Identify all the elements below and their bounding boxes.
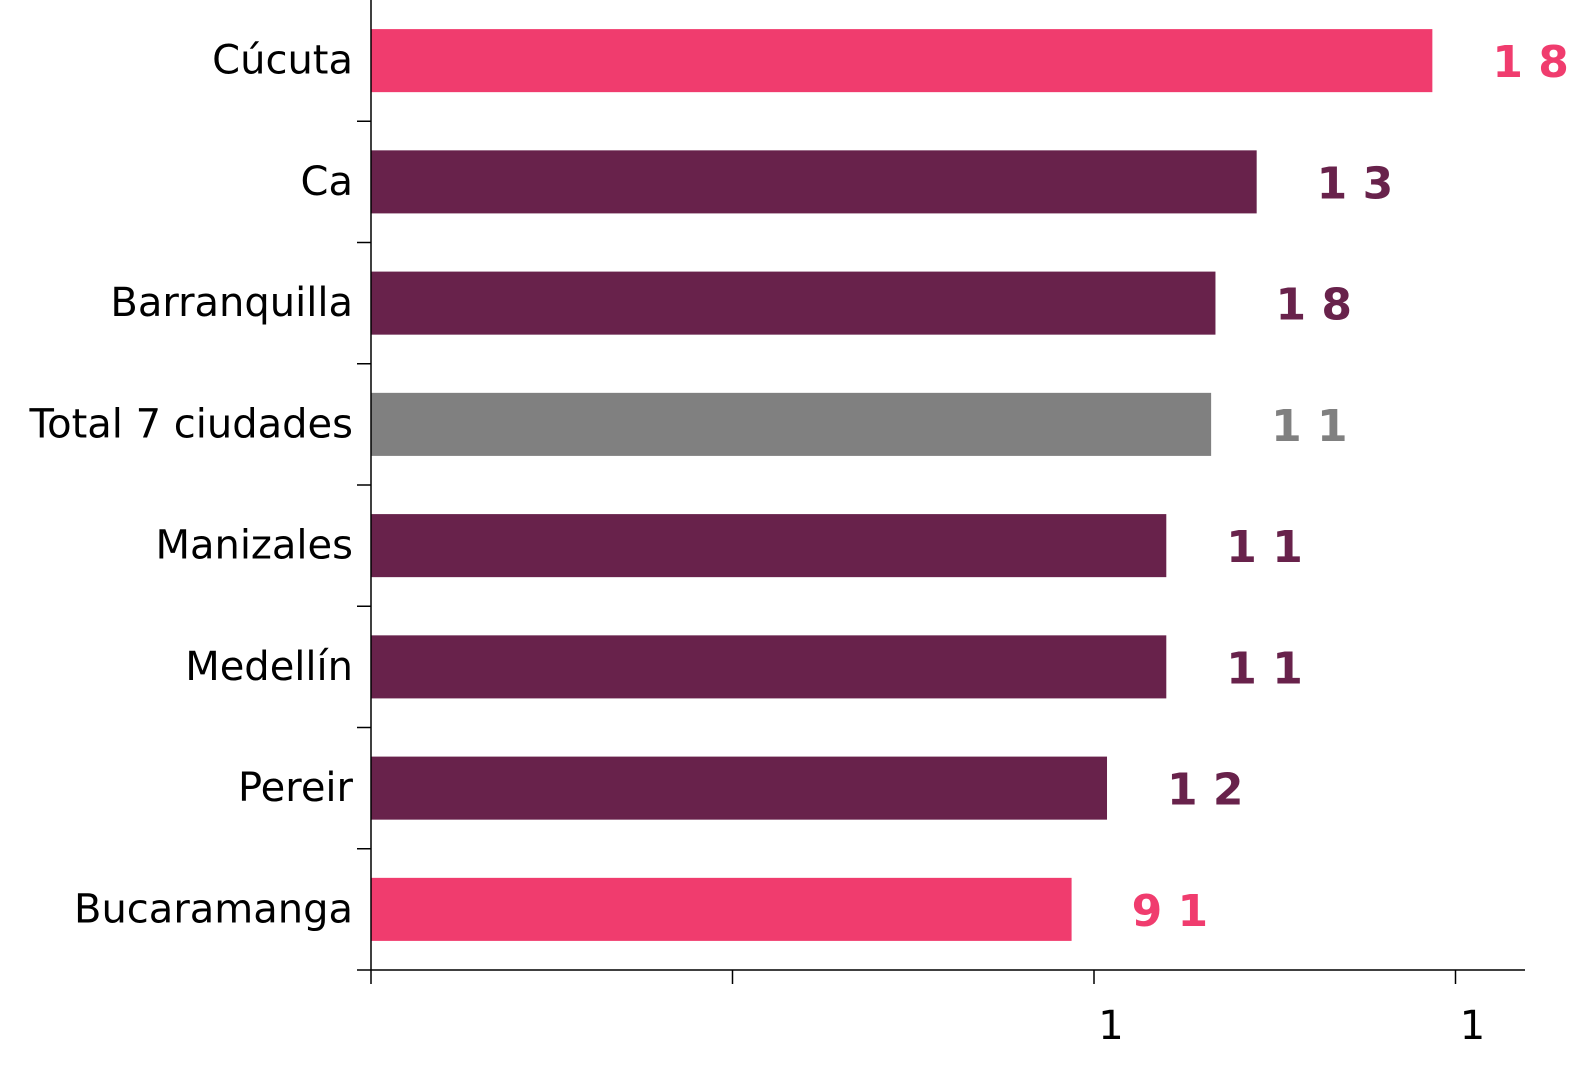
data-label: 1 8 — [1492, 37, 1569, 88]
data-label: 9 1 — [1132, 886, 1209, 937]
data-label: 1 1 — [1226, 643, 1303, 694]
category-label: Manizales — [155, 523, 353, 569]
bar — [371, 514, 1167, 578]
category-label: Bucaramanga — [74, 886, 353, 932]
bar — [371, 635, 1167, 699]
category-label: Medellín — [185, 644, 353, 690]
data-label: 1 2 — [1167, 765, 1244, 816]
category-label: Cúcuta — [212, 38, 353, 84]
data-label: 1 3 — [1317, 158, 1394, 209]
data-label: 1 8 — [1275, 280, 1352, 331]
bar — [371, 29, 1433, 93]
data-label: 1 1 — [1271, 401, 1348, 452]
category-label: Total 7 ciudades — [29, 401, 354, 447]
x-tick-label: 1 — [1460, 1003, 1485, 1049]
category-label: Barranquilla — [110, 280, 353, 326]
category-label: Ca — [301, 159, 353, 205]
bar — [371, 756, 1108, 820]
data-label: 1 1 — [1226, 522, 1303, 573]
bar — [371, 877, 1072, 941]
bar — [371, 271, 1216, 335]
bar — [371, 392, 1212, 456]
x-tick-label: 1 — [1098, 1003, 1123, 1049]
bar — [371, 150, 1257, 214]
category-label: Pereir — [238, 765, 354, 811]
